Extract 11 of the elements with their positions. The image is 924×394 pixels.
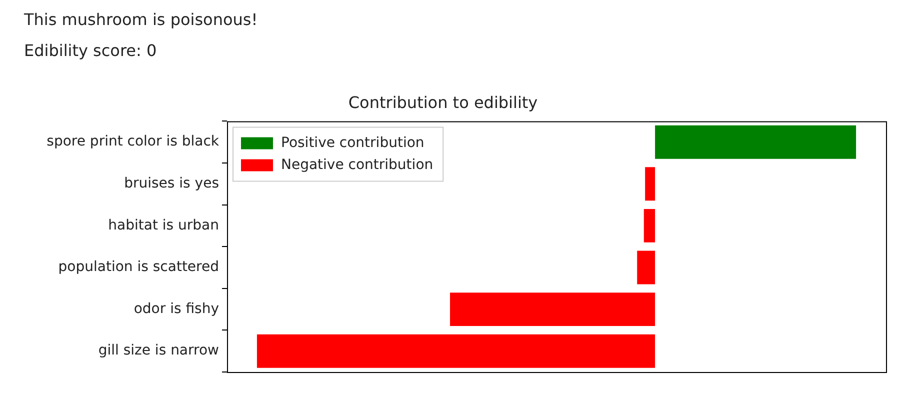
chart-title: Contribution to edibility: [348, 92, 538, 112]
text: This mushroom is poisonous!: [24, 10, 258, 29]
legend-label: Negative contribution: [281, 156, 434, 173]
y-tick-label: gill size is narrow: [98, 342, 219, 359]
legend-label: Positive contribution: [281, 134, 424, 151]
y-tick-label: bruises is yes: [124, 176, 219, 192]
y-tick-label: habitat is urban: [108, 217, 219, 234]
y-tick-label: spore print color is black: [46, 134, 220, 150]
y-tick-label: population is scattered: [58, 259, 219, 276]
y-tick-label: odor is fishy: [134, 300, 219, 317]
text: Edibility score: 0: [24, 41, 158, 60]
